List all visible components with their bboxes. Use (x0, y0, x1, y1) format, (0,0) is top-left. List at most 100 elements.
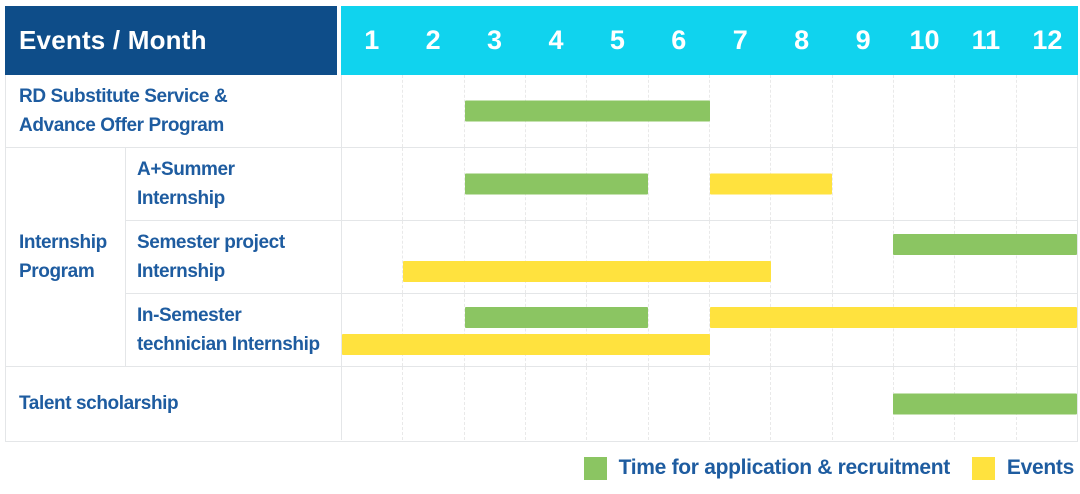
month-grid-cell (586, 221, 647, 293)
month-grid-cell (831, 221, 893, 293)
legend-label: Events (1006, 456, 1074, 479)
month-grid-cell (831, 148, 893, 220)
gantt-bar-event (709, 173, 832, 195)
gantt-bar-event (342, 334, 710, 355)
gantt-bar-application (464, 173, 649, 195)
month-header-cell: 2 (425, 25, 441, 55)
month-header-cell: 9 (855, 25, 871, 55)
month-grid-cell (402, 294, 463, 366)
month-header-cell: 1 (364, 25, 380, 55)
label-line: Program (19, 261, 95, 282)
row-label: Semester project Internship (125, 221, 341, 294)
gantt-bar-event (709, 307, 1077, 328)
month-grid-cell (954, 294, 1015, 366)
month-grid-cell (770, 75, 831, 147)
label-line: Semester project (137, 232, 285, 253)
month-grid-cell (463, 221, 525, 293)
gantt-bar-application (464, 307, 649, 328)
month-grid-cell (524, 221, 586, 293)
label-line: Internship (137, 188, 225, 209)
month-grid-cell (342, 221, 402, 293)
month-header-cell: 7 (732, 25, 748, 55)
month-grid-cell (342, 367, 402, 440)
month-grid-cell (954, 221, 1015, 293)
month-grid-cell (831, 367, 893, 440)
month-grid-cell (342, 75, 402, 147)
month-grid-cell (586, 367, 647, 440)
month-header-cell: 12 (1032, 25, 1063, 55)
month-grid-cell (524, 367, 586, 440)
month-grid-cell (402, 75, 463, 147)
month-grid-cell (402, 367, 463, 440)
month-grid-cell (892, 294, 954, 366)
label-line: In-Semester (137, 305, 242, 326)
month-header-cell: 10 (909, 25, 940, 55)
legend-swatch-yellow (971, 456, 995, 480)
month-grid-cell (342, 148, 402, 220)
label-line: Internship (137, 261, 225, 282)
month-grid-cell (402, 221, 463, 293)
month-grid-cell (586, 294, 647, 366)
month-grid-cell (708, 294, 770, 366)
month-grid-cell (647, 221, 709, 293)
month-grid-cell (892, 148, 954, 220)
label-line: Internship (19, 232, 107, 253)
month-grid-cell (831, 294, 893, 366)
month-grid-cell (524, 294, 586, 366)
month-grid-cell (708, 75, 770, 147)
month-grid-cell (647, 294, 709, 366)
month-grid-cell (708, 367, 770, 440)
month-grid-cell (954, 75, 1015, 147)
month-grid-cell (1015, 294, 1077, 366)
month-grid-cell (892, 75, 954, 147)
month-header-strip: 1 2 3 4 5 6 7 8 9 10 11 12 (341, 6, 1078, 75)
month-grid-cell (463, 367, 525, 440)
legend-label: Time for application & recruitment (618, 456, 951, 479)
month-track (341, 75, 1077, 148)
month-grid-cell (463, 148, 525, 220)
label-line: Advance Offer Program (19, 115, 224, 136)
legend-item: Time for application & recruitment (583, 456, 951, 480)
month-track (341, 367, 1077, 440)
gantt-bar-application (893, 393, 1077, 414)
month-grid-cell (463, 75, 525, 147)
month-grid-cell (770, 294, 831, 366)
row-label: A+Summer Internship (125, 148, 341, 221)
month-grid-cell (954, 148, 1015, 220)
month-header-cell: 6 (671, 25, 687, 55)
schedule-body-grid: RD Substitute Service & Advance Offer Pro… (5, 75, 1078, 442)
label-line: Talent scholarship (19, 393, 179, 414)
month-track (341, 148, 1077, 221)
row-label: In-Semester technician Internship (125, 294, 341, 367)
month-grid-cell (770, 221, 831, 293)
month-grid-cell (1015, 148, 1077, 220)
month-header-cell: 11 (971, 25, 1001, 55)
gantt-bar-application (893, 234, 1077, 255)
month-grid-cell (647, 148, 709, 220)
label-line: RD Substitute Service & (19, 86, 228, 107)
label-line: technician Internship (137, 334, 320, 355)
month-header-cell: 5 (609, 25, 625, 55)
month-grid-cell (892, 221, 954, 293)
month-grid-cell (831, 75, 893, 147)
month-header-cell: 8 (794, 25, 810, 55)
chart-legend: Time for application & recruitment Events (583, 452, 1074, 484)
month-grid-cell (1015, 221, 1077, 293)
events-month-header-cell: Events / Month (5, 6, 341, 75)
month-grid-cell (708, 221, 770, 293)
month-grid-cell (708, 148, 770, 220)
month-header-cell: 4 (548, 25, 564, 55)
month-grid-cell (463, 294, 525, 366)
month-grid-cell (342, 294, 402, 366)
month-grid-cell (647, 367, 709, 440)
month-grid-cell (1015, 75, 1077, 147)
month-grid-cell (402, 148, 463, 220)
month-header-cell: 3 (487, 25, 503, 55)
legend-swatch-green (583, 456, 607, 480)
month-track (341, 294, 1077, 367)
row-label: RD Substitute Service & Advance Offer Pro… (6, 75, 341, 148)
month-track (341, 221, 1077, 294)
month-grid-cell (770, 367, 831, 440)
legend-item: Events (971, 456, 1074, 480)
